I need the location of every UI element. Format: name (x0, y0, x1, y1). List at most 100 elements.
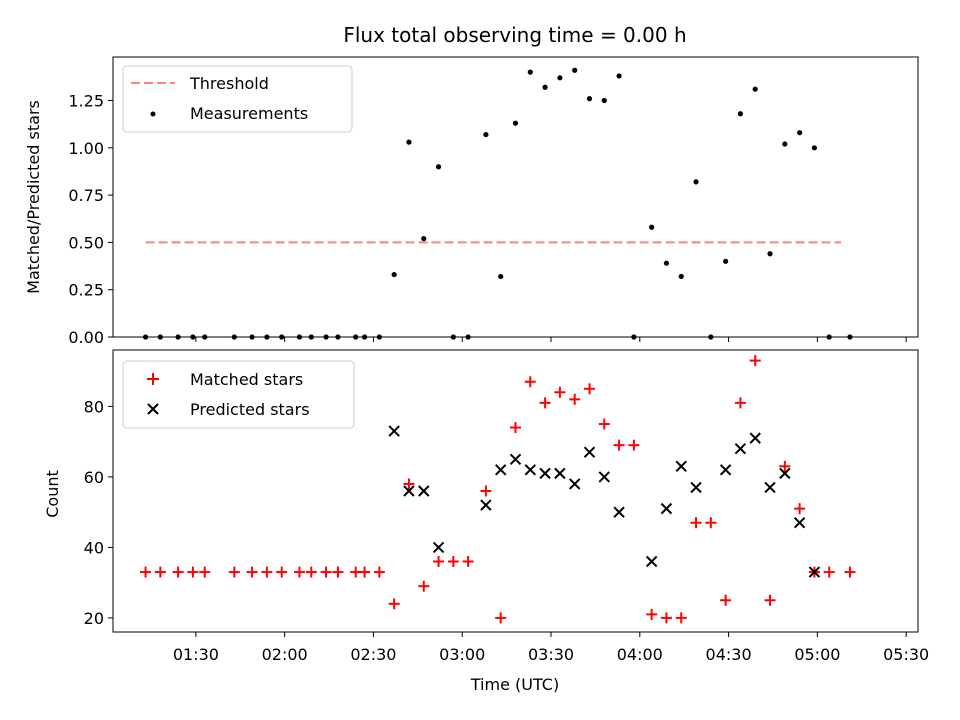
matched-star-point (154, 566, 166, 578)
matched-star-point (388, 598, 400, 610)
x-tick-label: 04:00 (617, 645, 663, 664)
legend-predicted-swatch (147, 403, 159, 415)
predicted-star-stroke-b (719, 464, 732, 476)
bottom-panel: Count Time (UTC) 20 40 60 80 01:30 02:00 02:3… (43, 349, 929, 694)
predicted-star-point (660, 502, 673, 515)
measurement-point (406, 139, 412, 145)
top-x-ticks (195, 337, 907, 342)
matched-star-point (172, 566, 184, 578)
predicted-star-point (764, 481, 776, 494)
predicted-star-point (539, 467, 551, 480)
x-tick-label: 02:30 (350, 645, 396, 664)
matched-star-point (779, 460, 791, 472)
predicted-star-point (734, 442, 747, 455)
matched-star-point (187, 566, 199, 578)
predicted-star-stroke-b (660, 502, 673, 515)
matched-star-point (480, 485, 492, 497)
measurement-point (616, 73, 622, 79)
top-plot-frame (112, 56, 919, 338)
matched-star-point (844, 566, 856, 578)
measurement-point (737, 111, 744, 117)
matched-star-point (764, 594, 776, 606)
x-tick-label: 01:30 (173, 645, 219, 664)
predicted-star-point (793, 517, 806, 529)
matched-star-point (524, 376, 536, 388)
legend-threshold-label: Threshold (189, 74, 269, 93)
matched-star-point (373, 566, 385, 578)
measurement-point (557, 75, 563, 81)
measurement-point (601, 97, 607, 104)
matched-star-point (246, 566, 258, 578)
legend-predicted-label: Predicted stars (190, 400, 310, 419)
predicted-star-stroke-b (749, 432, 761, 444)
bottom-y-ticks: 20 40 60 80 (84, 397, 113, 628)
top-legend: Threshold Measurements (122, 65, 353, 133)
predicted-star-point (645, 555, 658, 568)
matched-star-point (583, 383, 595, 395)
predicted-star-point (808, 566, 821, 578)
measurement-point (483, 131, 489, 138)
bottom-legend: Matched stars Predicted stars (122, 360, 355, 429)
predicted-star-point (509, 453, 522, 465)
top-y-tick-label: 0.00 (68, 328, 104, 347)
bottom-y-axis-label: Count (43, 470, 62, 518)
predicted-star-stroke-b (539, 467, 551, 480)
measurement-point (811, 145, 818, 151)
matched-star-point (598, 418, 610, 430)
top-y-tick-label: 0.50 (68, 233, 104, 252)
bottom-y-tick-label: 60 (84, 468, 104, 487)
predicted-star-stroke-b (480, 499, 492, 511)
legend-measurements-label: Measurements (190, 104, 308, 123)
matched-star-point (495, 612, 507, 624)
predicted-star-stroke-b (808, 566, 821, 578)
measurement-point (421, 236, 427, 242)
bottom-y-tick-label: 80 (84, 397, 104, 416)
matched-star-point (539, 397, 551, 409)
predicted-star-stroke-b (583, 446, 596, 458)
predicted-star-point (403, 485, 415, 497)
matched-star-point (569, 393, 581, 405)
measurement-point (693, 179, 699, 185)
top-y-tick-label: 1.25 (68, 92, 104, 111)
bottom-legend-box (122, 360, 355, 429)
predicted-star-point (568, 478, 581, 490)
measurement-point (527, 69, 533, 75)
bottom-plot-frame (112, 349, 919, 633)
predicted-star-point (779, 467, 791, 480)
matched-star-point (554, 386, 566, 398)
predicted-star-stroke-b (645, 555, 658, 568)
measurement-point (542, 84, 548, 90)
predicted-star-stroke-b (568, 478, 581, 490)
predicted-star-stroke-b (675, 460, 687, 473)
measurement-point (391, 271, 397, 278)
matched-star-point (276, 566, 288, 578)
x-tick-label: 05:30 (883, 645, 929, 664)
predicted-star-stroke-b (793, 517, 806, 529)
predicted-star-stroke-b (494, 464, 507, 476)
x-tick-label: 04:30 (706, 645, 752, 664)
top-legend-box (122, 65, 353, 133)
matched-star-point (305, 566, 317, 578)
matched-star-point (332, 566, 344, 578)
matched-star-point (320, 566, 332, 578)
x-tick-label: 03:00 (439, 645, 485, 664)
predicted-star-point (388, 425, 400, 437)
measurement-point (723, 258, 729, 264)
predicted-star-stroke-b (403, 485, 415, 497)
matched-star-point (823, 566, 835, 578)
predicted-star-point (524, 464, 537, 476)
predicted-star-stroke-b (432, 541, 445, 554)
predicted-star-point (583, 446, 596, 458)
measurement-point (435, 164, 442, 170)
measurement-point (752, 86, 758, 92)
predicted-star-point (480, 499, 492, 511)
predicted-star-point (418, 485, 430, 497)
top-y-tick-label: 0.75 (68, 186, 104, 205)
predicted-star-stroke-b (524, 464, 537, 476)
predicted-star-point (432, 541, 445, 554)
predicted-star-point (598, 471, 610, 483)
predicted-star-point (690, 481, 702, 494)
predicted-star-point (554, 467, 566, 480)
measurement-point (663, 260, 670, 266)
